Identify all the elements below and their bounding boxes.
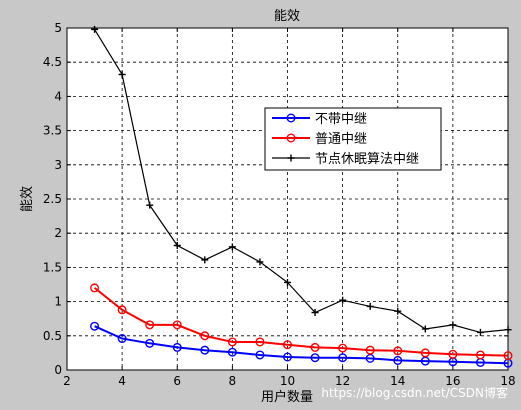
data-point [117,305,127,315]
x-tick-label: 8 [229,374,237,388]
data-point [117,334,127,344]
chart-title: 能效 [274,9,300,24]
legend-item: 节点休眠算法中继 [272,152,419,167]
y-tick-label: 4 [54,89,62,103]
y-tick-label: 2 [54,226,62,240]
data-point [286,113,296,123]
data-point [339,296,347,304]
data-point [421,325,429,333]
x-tick-labels: 2 4 6 8 10 12 14 16 18 [63,374,515,388]
data-point [338,353,348,363]
data-point [255,337,265,347]
data-point [283,340,293,350]
data-point [365,345,375,355]
data-point [145,320,155,330]
axes [66,27,509,371]
legend-label: 普通中继 [315,132,367,147]
legend-item: 普通中继 [272,132,367,147]
data-point [310,353,320,363]
data-point [420,348,430,358]
y-tick-label: 4.5 [43,55,62,69]
data-point [503,351,513,361]
data-point [310,342,320,352]
y-axis-label: 能效 [20,186,35,212]
data-point [118,71,126,79]
data-point [338,343,348,353]
x-tick-label: 2 [63,374,71,388]
watermark: https://blog.csdn.net/CSDN博客 [321,385,508,400]
data-point [91,25,99,33]
data-point [172,320,182,330]
data-point [286,133,296,143]
series-line [94,325,509,365]
data-point [255,350,265,360]
data-point [287,154,295,162]
series-layer [90,25,513,368]
y-tick-labels: 0 0.5 1 1.5 2 2.5 3 3.5 4 4.5 5 [43,21,62,377]
x-tick-label: 18 [500,374,515,388]
data-point [145,338,155,348]
data-point [311,309,319,317]
data-point [90,321,100,331]
data-point [393,346,403,356]
data-point [227,347,237,357]
data-point [284,278,291,286]
data-point [200,331,210,341]
y-tick-label: 3.5 [43,124,62,138]
x-axis-label: 用户数量 [261,389,313,405]
data-point [504,326,512,334]
x-tick-label: 4 [118,374,126,388]
data-point [476,328,484,336]
y-tick-label: 1.5 [43,260,62,274]
series-line [94,29,509,334]
data-point [393,355,403,365]
y-tick-label: 0.5 [43,329,62,343]
data-point [366,302,374,310]
data-point [200,345,210,355]
x-tick-label: 14 [390,374,405,388]
data-point [201,256,209,264]
legend-item: 不带中继 [272,112,367,127]
x-tick-label: 16 [445,374,460,388]
y-tick-label: 2.5 [43,192,62,206]
legend-label: 不带中继 [315,112,367,127]
series-line [93,287,509,357]
y-tick-label: 3 [54,158,62,172]
x-tick-label: 12 [335,374,350,388]
data-point [90,283,100,293]
series-节点休眠算法中继 [91,25,512,336]
data-point [172,342,182,352]
data-point [228,243,236,251]
data-point [146,201,154,209]
y-tick-label: 5 [54,21,62,35]
data-point [227,337,237,347]
data-point [173,242,181,250]
y-tick-label: 0 [54,363,62,377]
data-point [449,321,457,329]
legend-label: 节点休眠算法中继 [315,152,419,167]
x-tick-label: 10 [280,374,295,388]
data-point [448,349,458,359]
data-point [475,350,485,360]
data-point [256,258,264,266]
y-tick-label: 1 [54,295,62,309]
data-point [283,352,293,362]
data-point [394,307,402,315]
series-普通中继 [90,283,513,361]
x-tick-label: 6 [173,374,181,388]
